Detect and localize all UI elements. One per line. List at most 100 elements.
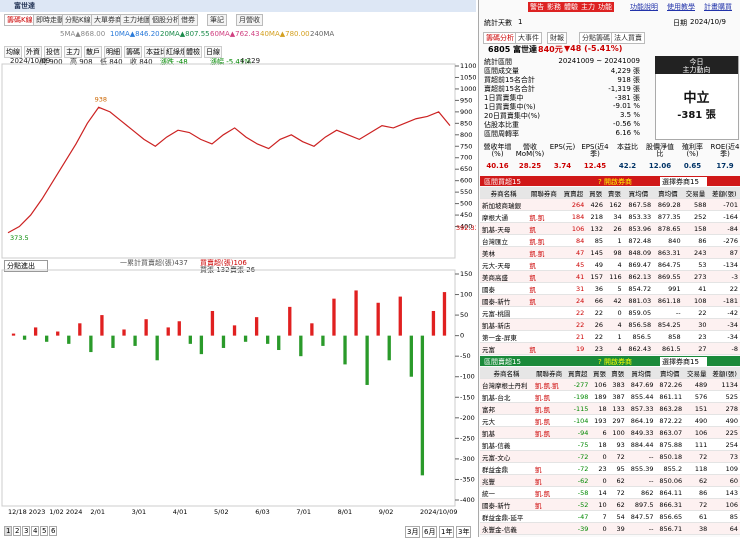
stat: -0.56 % — [550, 120, 640, 128]
cell: 840 — [653, 235, 682, 247]
cell: 850.06 — [655, 475, 684, 487]
column-header: 賣張 — [605, 187, 624, 199]
cell: 凱.凱 — [533, 391, 565, 403]
cell: -276 — [708, 235, 740, 247]
cell: 145 — [586, 247, 605, 259]
cell: 62 — [684, 475, 709, 487]
cell: 6 — [590, 427, 608, 439]
cell: 872.26 — [655, 379, 684, 391]
column-header: 券商名稱 — [480, 367, 533, 379]
side-tab[interactable]: 分點籌碼 — [579, 32, 613, 44]
cell: 摩根大通 — [480, 211, 527, 223]
top-button[interactable]: 主力 — [579, 2, 597, 12]
cell: 元富-桃園 — [480, 307, 527, 319]
cell: 元富 — [480, 343, 527, 355]
x-label: 6/03 — [255, 508, 270, 516]
flow-bar — [388, 336, 391, 361]
cell: 凱.凱.凱 — [533, 379, 565, 391]
cell: 1 — [605, 331, 624, 343]
cell: 86 — [683, 235, 709, 247]
fund-header: EPS(元) — [547, 144, 578, 151]
cell: 133 — [609, 403, 627, 415]
cell: 54 — [609, 511, 627, 523]
quote: 6805 富世達 — [488, 44, 537, 55]
cell — [533, 511, 565, 523]
top-button[interactable]: 功能 — [596, 2, 614, 12]
cell: 0 — [590, 523, 608, 535]
fund-value: 17.9 — [710, 162, 740, 170]
top-link[interactable]: 計畫購買 — [704, 2, 732, 12]
cell: 108 — [683, 295, 709, 307]
flow-bar — [443, 292, 446, 336]
y-tick-label: 100 — [460, 291, 472, 299]
cell: -8 — [708, 343, 740, 355]
fund-value: 42.2 — [612, 162, 643, 170]
cell: 64 — [709, 523, 740, 535]
top-link[interactable]: 使用教學 — [667, 2, 695, 12]
column-header: 交易量 — [683, 187, 709, 199]
stat: -9.01 % — [550, 102, 640, 110]
fund-value: 0.65 — [677, 162, 708, 170]
table-bar-text[interactable]: ? 開啟券商 — [598, 177, 632, 187]
cell: 凱基-信義 — [480, 439, 533, 451]
cell: 凱基 — [480, 427, 533, 439]
cell: 858 — [653, 331, 682, 343]
y-tick-label: 600 — [460, 177, 472, 185]
cell: 857.33 — [627, 403, 656, 415]
flow-bar — [122, 329, 125, 335]
side-tab[interactable]: 法人買賣 — [611, 32, 645, 44]
flow-bar — [144, 319, 147, 335]
side-tab[interactable]: 大事件 — [515, 32, 542, 44]
cell: 39 — [609, 523, 627, 535]
fund-header: 營收年增(%) — [482, 144, 513, 158]
top-button[interactable]: 體驗 — [562, 2, 580, 12]
cell: 美商高盛 — [480, 271, 527, 283]
cell: -84 — [708, 223, 740, 235]
header-row: 券商名稱關聯券商買賣超買張賣張買均價賣均價交易量差額(張) — [480, 367, 740, 379]
cell: 23 — [586, 343, 605, 355]
cell: 867.58 — [624, 199, 653, 211]
column-header: 買均價 — [627, 367, 656, 379]
top-link[interactable]: 功能說明 — [630, 2, 658, 12]
cell: 凱.凱 — [527, 211, 560, 223]
cell: 凱 — [527, 343, 560, 355]
cell: 凱基-台北 — [480, 391, 533, 403]
cell: -- — [653, 307, 682, 319]
cell: 252 — [683, 211, 709, 223]
side-tab[interactable]: 財報 — [547, 32, 567, 44]
price-frame — [2, 64, 455, 258]
side-setting: 2024/10/9 — [690, 18, 726, 26]
cell: 297 — [609, 415, 627, 427]
y-tick-label: 900 — [460, 108, 472, 116]
side-tab[interactable]: 籌碼分析 — [483, 32, 517, 44]
cell: 國泰-新竹 — [480, 499, 533, 511]
cell: 106 — [684, 427, 709, 439]
table-wrap: 券商名稱關聯券商買賣超買張賣張買均價賣均價交易量差額(張)台灣摩根士丹利凱.凱.… — [480, 367, 740, 535]
top-button[interactable]: 影務 — [545, 2, 563, 12]
table-bar-text[interactable]: ? 開啟券商 — [598, 357, 632, 367]
cell: 36 — [586, 283, 605, 295]
cell — [533, 439, 565, 451]
cell: 855.44 — [627, 391, 656, 403]
table-bar-text[interactable]: 選擇券商15 — [660, 357, 707, 367]
fund-header: 殖利率(%) — [677, 144, 708, 158]
cell: 872.48 — [624, 235, 653, 247]
column-header: 交易量 — [684, 367, 709, 379]
table-bar-text[interactable]: 選擇券商15 — [660, 177, 707, 187]
cell: 853.33 — [624, 211, 653, 223]
top-button[interactable]: 警告 — [528, 2, 546, 12]
flow-bar — [365, 336, 368, 385]
cell: 5 — [605, 283, 624, 295]
y-tick-label: 1050 — [460, 73, 476, 81]
cell: 0 — [590, 475, 608, 487]
cell: 41 — [560, 271, 586, 283]
cell: 132 — [586, 223, 605, 235]
